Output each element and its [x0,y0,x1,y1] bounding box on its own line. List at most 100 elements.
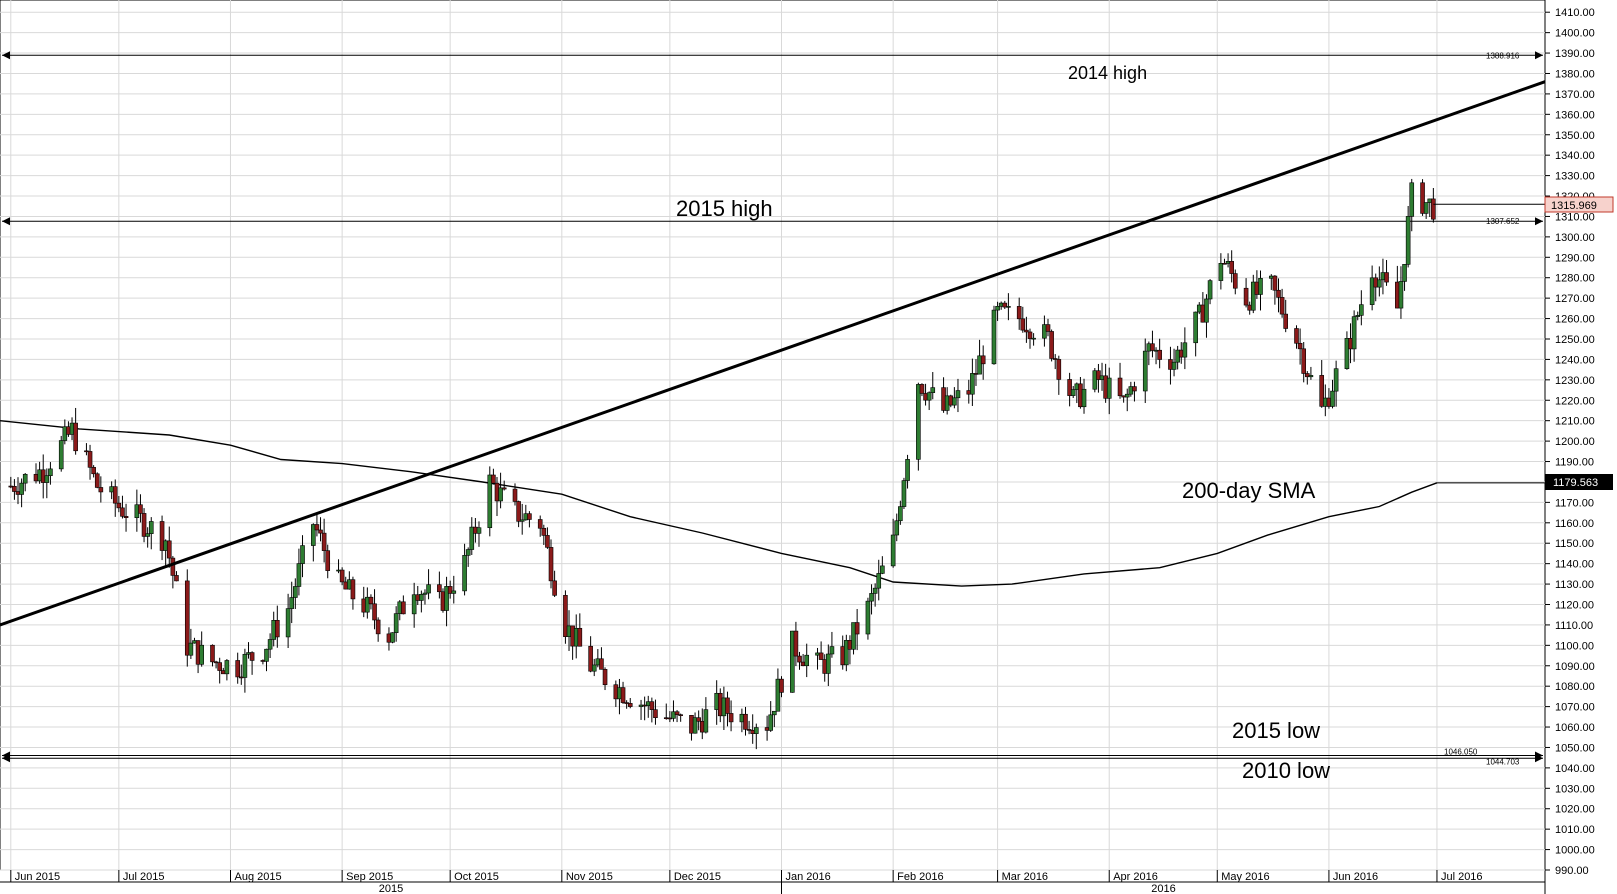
candle-body [1250,281,1256,311]
candle-body [368,596,374,605]
candle-body [314,524,320,531]
candle-body [826,653,831,674]
candle-body [372,603,377,621]
candle-body [692,717,698,734]
candle-body [1124,393,1130,398]
x-tick-label: May 2016 [1221,871,1269,883]
candle-body [602,669,608,686]
candle-body [501,487,507,490]
candle-body [696,717,701,722]
candle-body [411,594,417,615]
x-tick-label: Nov 2015 [566,871,613,883]
y-tick-label: 1060.00 [1555,722,1595,734]
annotation-200-day-sma: 200-day SMA [1182,478,1316,503]
candle-body [419,594,424,601]
candle-body [1294,328,1299,344]
candle-body [1016,306,1022,320]
candle-body [1067,379,1072,396]
y-tick-label: 1250.00 [1555,334,1595,346]
candle-body [779,678,784,693]
candle-body [890,534,896,567]
candle-body [22,473,28,484]
candle-body [537,519,543,529]
candle-body [851,622,856,650]
candle-body [91,467,96,475]
candle-body [285,608,291,638]
x-tick-label: Dec 2015 [674,871,721,883]
candle-body [995,306,1000,311]
candle-body [1193,311,1198,344]
candle-body [869,593,874,602]
candle-body [123,516,129,518]
candle-body [599,658,604,670]
y-tick-label: 1130.00 [1555,579,1594,591]
level-arrow-left [2,217,10,226]
candle-body [73,422,78,452]
candle-body [671,711,676,719]
candle-body [1092,370,1098,390]
y-tick-label: 1380.00 [1555,68,1595,80]
candle-body [1106,377,1112,399]
candle-body [12,486,17,492]
candle-body [1006,306,1011,308]
y-tick-label: 1370.00 [1555,89,1595,101]
candle-body [980,355,986,365]
candle-body [1377,279,1382,288]
x-axis: Jun 2015 Jul 2015 Aug 2015 Sep 2015 Oct 2015… [10,870,1483,894]
candle-body [1355,315,1361,317]
candle-body [1301,348,1307,374]
x-tick-label: Jun 2015 [15,871,60,883]
candle-body [919,384,925,394]
candle-body [447,586,453,594]
y-tick-label: 1230.00 [1555,375,1595,387]
candle-body [1049,331,1054,359]
candle-body [527,513,532,520]
candle-body [112,486,118,504]
candle-body [872,587,878,594]
y-tick-label: 1210.00 [1555,416,1595,428]
candle-body [235,660,240,678]
candle-body [210,644,215,663]
candle-body [1272,275,1278,291]
candle-body [725,697,730,714]
candle-body [678,714,683,716]
y-tick-label: 1020.00 [1555,804,1595,816]
candle-body [476,527,482,534]
x-tick-label: Aug 2015 [234,871,281,883]
candle-body [1142,350,1148,392]
candle-body [188,642,194,656]
candle-body [390,632,395,643]
candle-body [620,687,626,703]
candle-body [930,387,936,393]
candle-body [753,727,759,734]
trendline-layer [0,80,1546,627]
y-tick-label: 1340.00 [1555,150,1595,162]
candle-body [768,714,773,731]
candle-body [267,639,273,650]
candle-body [512,488,518,502]
y-tick-label: 1040.00 [1555,763,1595,775]
candle-body [375,619,381,635]
horizontal-levels: 1388.916 1307.652 1046.050 1044.703 [2,51,1543,766]
candle-body [1423,202,1429,214]
x-tick-label: Jul 2016 [1441,871,1483,883]
candle-body [703,709,709,733]
y-tick-label: 1050.00 [1555,742,1595,754]
y-tick-label: 1360.00 [1555,109,1595,121]
y-tick-label: 1170.00 [1555,497,1594,509]
candle-body [977,355,982,375]
candle-body [365,596,370,613]
candle-body [563,595,568,637]
candle-body [444,586,449,611]
candle-body [588,645,593,672]
grid [0,0,1546,894]
y-tick-label: 1070.00 [1555,702,1595,714]
candle-body [166,540,172,559]
candle-body [1132,386,1137,392]
y-tick-label: 1190.00 [1555,457,1594,469]
candle-body [1276,289,1281,298]
candle-body [296,563,302,587]
candle-body [955,390,961,399]
level-value-tag: 1044.703 [1486,757,1520,766]
